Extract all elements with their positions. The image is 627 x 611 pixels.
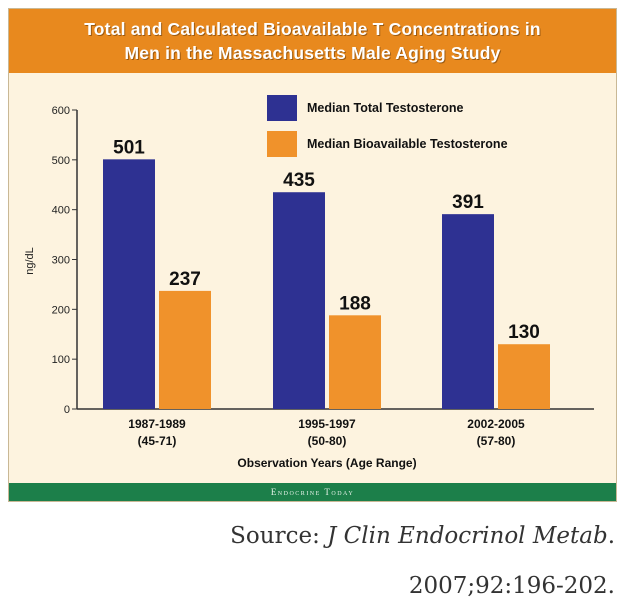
x-tick-label: 1987-1989 [128,417,186,431]
source-suffix: . [607,523,615,549]
value-label-total: 391 [452,192,484,213]
legend-label-total: Median Total Testosterone [307,101,464,115]
chart-title-line-2: Men in the Massachusetts Male Aging Stud… [124,43,501,63]
chart-title-line-1: Total and Calculated Bioavailable T Conc… [84,19,541,39]
bar-total [442,214,494,409]
value-label-bioavailable: 237 [169,269,201,290]
y-tick-label: 300 [52,255,70,267]
y-tick-label: 0 [64,404,70,416]
x-tick-sublabel: (50-80) [308,434,347,448]
chart-title: Total and Calculated Bioavailable T Conc… [9,9,616,73]
x-tick-sublabel: (57-80) [477,434,516,448]
legend-swatch-total [267,95,297,121]
source-journal: J Clin Endocrinol Metab [327,523,608,549]
y-tick-label: 400 [52,205,70,217]
y-ticks: 0 100 200 300 400 500 600 [52,105,77,416]
y-axis-label: ng/dL [24,247,36,275]
bars [103,159,550,409]
publisher-footer: Endocrine Today [9,483,616,501]
bar-total [273,192,325,409]
source-line-2: 2007;92:196-202. [408,573,615,599]
source-citation: Source: J Clin Endocrinol Metab. 2007;92… [55,511,615,611]
bar-total [103,159,155,409]
bar-bioavailable [159,290,211,409]
value-label-total: 435 [283,170,315,191]
publisher-credit: Endocrine Today [270,487,355,497]
legend: Median Total Testosterone Median Bioavail… [267,95,508,157]
x-axis-label: Observation Years (Age Range) [237,456,416,470]
source-line-1: Source: J Clin Endocrinol Metab. [55,511,615,561]
y-tick-label: 500 [52,155,70,167]
legend-label-bioavailable: Median Bioavailable Testosterone [307,137,508,151]
value-label-total: 501 [113,137,145,158]
x-tick-sublabel: (45-71) [138,434,177,448]
x-tick-labels: 1987-1989 (45-71) 1995-1997 (50-80) 2002-200… [128,417,525,448]
bar-chart-plot: 0 100 200 300 400 500 600 501 237 435 188 391 130 1… [24,95,594,470]
y-tick-label: 100 [52,354,70,366]
chart-figure: Total and Calculated Bioavailable T Conc… [8,8,617,502]
bar-bioavailable [329,315,381,409]
y-tick-label: 600 [52,105,70,117]
x-tick-label: 1995-1997 [298,417,356,431]
value-labels: 501 237 435 188 391 130 [113,137,540,343]
value-label-bioavailable: 188 [339,293,371,314]
legend-swatch-bioavailable [267,131,297,157]
y-tick-label: 200 [52,304,70,316]
source-prefix: Source: [230,523,328,549]
bar-bioavailable [498,344,550,409]
x-tick-label: 2002-2005 [467,417,525,431]
value-label-bioavailable: 130 [508,322,540,343]
